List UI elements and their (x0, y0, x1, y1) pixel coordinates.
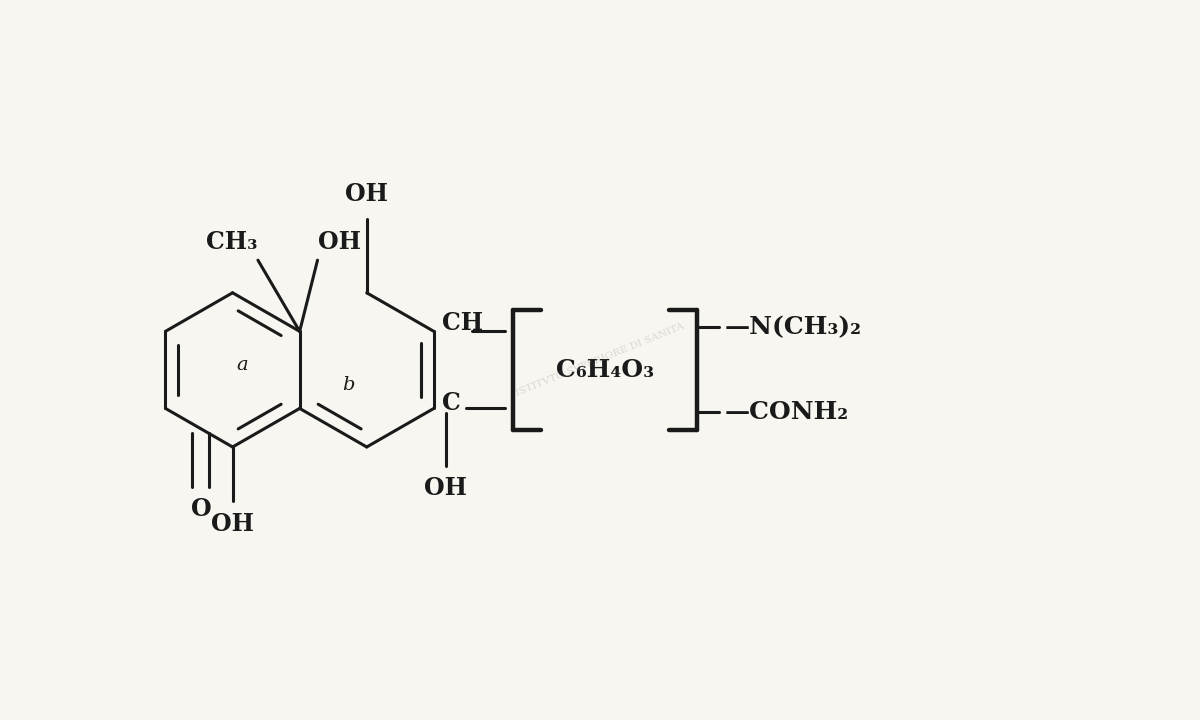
Text: OH: OH (318, 230, 361, 254)
Text: OH: OH (211, 512, 254, 536)
Text: C₆H₄O₃: C₆H₄O₃ (556, 358, 654, 382)
Text: —N(CH₃)₂: —N(CH₃)₂ (725, 315, 862, 339)
Text: CH₃: CH₃ (206, 230, 258, 254)
Text: b: b (343, 376, 355, 394)
Text: O: O (191, 497, 211, 521)
Text: a: a (236, 356, 248, 374)
Text: ISTITVTO SVPERIORE DI SANITÀ: ISTITVTO SVPERIORE DI SANITÀ (515, 322, 685, 398)
Text: OH: OH (425, 475, 467, 500)
Text: —CONH₂: —CONH₂ (725, 400, 848, 424)
Text: OH: OH (346, 182, 389, 206)
Text: C: C (442, 392, 461, 415)
Text: CH: CH (442, 312, 482, 336)
